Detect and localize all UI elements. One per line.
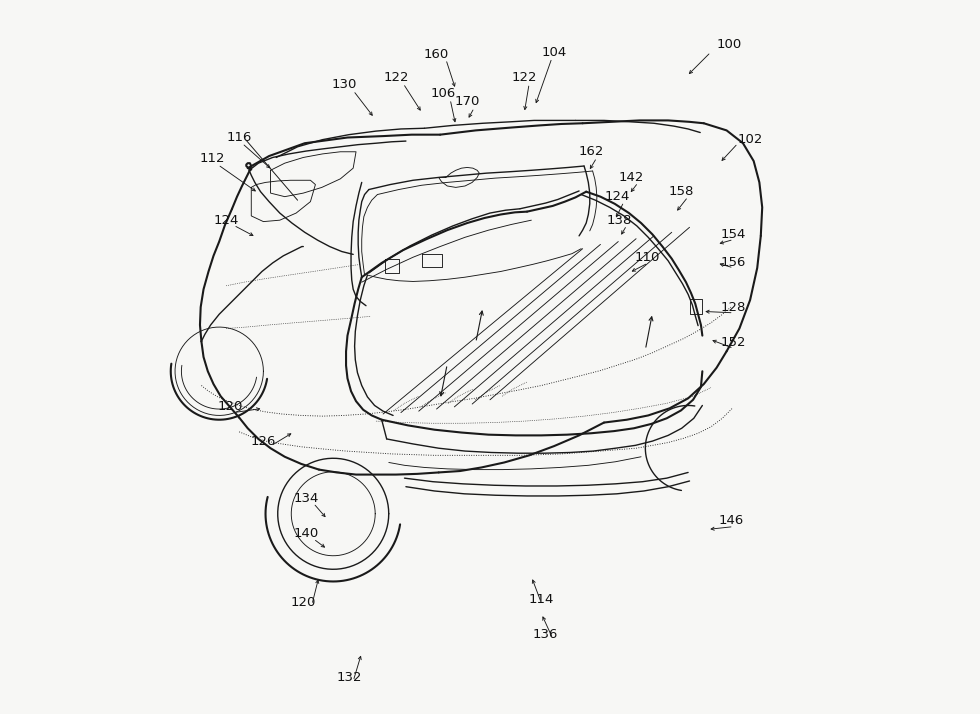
Text: 170: 170 xyxy=(455,96,480,109)
Text: 162: 162 xyxy=(578,145,604,159)
Text: 132: 132 xyxy=(336,671,362,684)
Text: 120: 120 xyxy=(291,596,316,609)
Text: 100: 100 xyxy=(716,39,741,51)
Text: 120: 120 xyxy=(218,401,243,413)
Text: 134: 134 xyxy=(293,492,318,505)
Text: 124: 124 xyxy=(604,190,629,203)
Text: 122: 122 xyxy=(512,71,537,84)
Text: 136: 136 xyxy=(533,628,559,641)
Text: 142: 142 xyxy=(618,171,644,184)
Text: 160: 160 xyxy=(424,48,449,61)
Text: 122: 122 xyxy=(383,71,409,84)
Text: 112: 112 xyxy=(199,152,224,166)
Text: 138: 138 xyxy=(607,213,632,226)
Text: 102: 102 xyxy=(737,133,762,146)
Text: 154: 154 xyxy=(721,228,747,241)
Text: 128: 128 xyxy=(721,301,747,313)
Text: 116: 116 xyxy=(226,131,252,144)
Text: 106: 106 xyxy=(431,87,457,100)
Text: 110: 110 xyxy=(634,251,660,263)
Text: 156: 156 xyxy=(721,256,747,269)
Text: 130: 130 xyxy=(332,79,358,91)
Text: 126: 126 xyxy=(251,435,276,448)
Text: 114: 114 xyxy=(528,593,554,605)
Text: 152: 152 xyxy=(721,336,747,349)
Text: 146: 146 xyxy=(718,514,744,528)
Text: 158: 158 xyxy=(668,185,694,198)
Text: 104: 104 xyxy=(542,46,566,59)
Text: 124: 124 xyxy=(214,213,239,226)
Text: 140: 140 xyxy=(294,527,318,540)
